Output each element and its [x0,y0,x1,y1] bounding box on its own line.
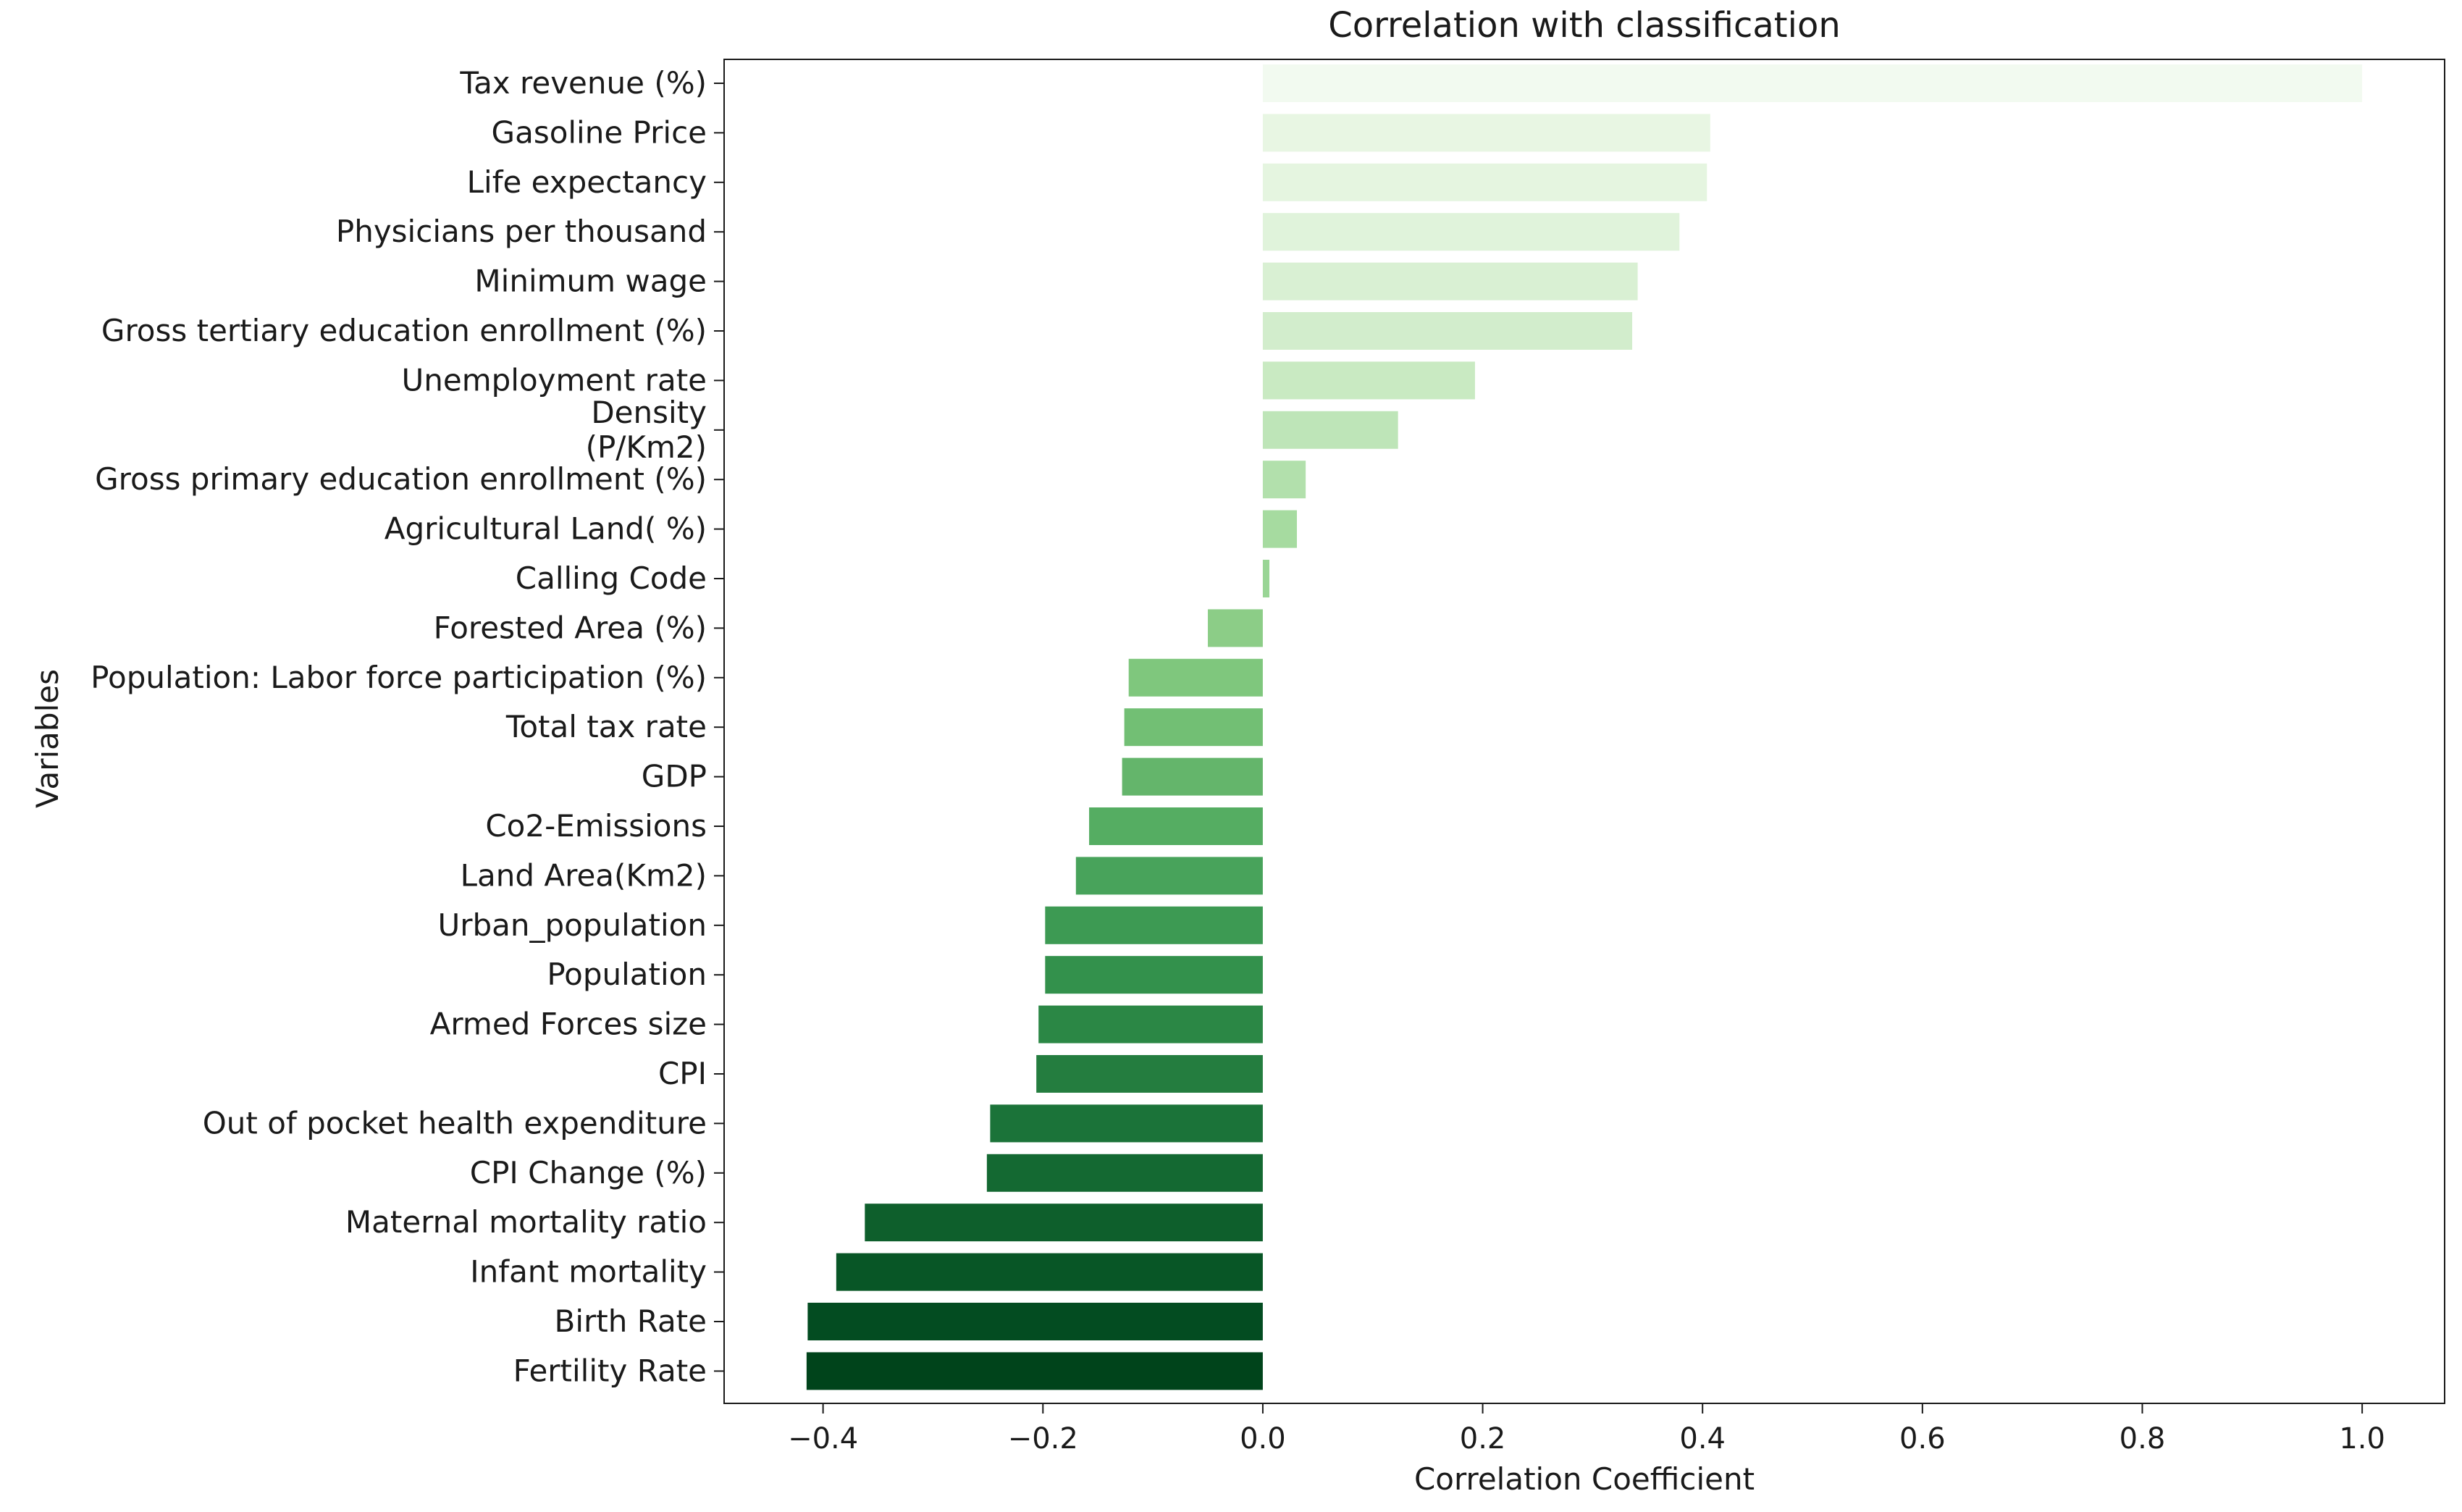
y-tick-label-population-labor-force-participation: Population: Labor force participation (%… [91,660,707,695]
bar-population [1045,956,1263,994]
bar-gross-tertiary-education-enrollment [1262,312,1633,350]
y-tick-label-infant-mortality: Infant mortality [470,1254,707,1290]
x-tick-label: 0.4 [1679,1422,1726,1456]
bar-population-labor-force-participation [1128,658,1263,697]
bar-minimum-wage [1262,262,1638,301]
x-tick-label: −0.4 [788,1422,858,1456]
bar-gross-primary-education-enrollment [1262,461,1306,499]
y-tick-labels: Tax revenue (%) Gasoline Price Life expect… [91,65,724,1388]
x-tick-label: 0.6 [1899,1422,1946,1456]
y-tick-label-calling-code: Calling Code [516,560,707,596]
y-tick-label-density-p-km2: Density (P/Km2) [586,395,707,465]
bar-armed-forces-size [1038,1005,1263,1043]
y-tick-label-forested-area: Forested Area (%) [434,610,707,645]
bar-infant-mortality [836,1253,1263,1291]
bar-agricultural-land [1262,510,1297,548]
x-tick-label: 1.0 [2339,1422,2385,1456]
bar-gdp [1122,757,1263,796]
bar-calling-code [1262,560,1270,597]
y-tick-label-armed-forces-size: Armed Forces size [430,1007,707,1042]
bar-co2-emissions [1089,807,1263,845]
bars-group [806,64,2363,1390]
bar-unemployment-rate [1262,361,1475,400]
bar-forested-area [1208,609,1263,647]
bar-cpi-change [986,1154,1263,1192]
x-tick-label: 0.2 [1460,1422,1506,1456]
y-tick-label-gross-primary-education-enrollment: Gross primary education enrollment (%) [95,461,707,497]
y-tick-label-maternal-mortality-ratio: Maternal mortality ratio [345,1204,707,1240]
y-tick-label-total-tax-rate: Total tax rate [505,709,707,744]
bar-maternal-mortality-ratio [865,1204,1263,1242]
x-axis-label: Correlation Coefficient [1414,1461,1755,1497]
y-tick-label-physicians-per-thousand: Physicians per thousand [336,214,707,249]
bar-cpi [1036,1055,1263,1093]
x-tick-label: 0.8 [2119,1422,2166,1456]
y-tick-label-co2-emissions: Co2-Emissions [485,808,707,844]
y-tick-label-land-area-km2: Land Area(Km2) [461,857,707,893]
bar-out-of-pocket-health-expenditure [990,1104,1263,1143]
y-tick-label-out-of-pocket-health-expenditure: Out of pocket health expenditure [203,1105,707,1141]
y-tick-label-tax-revenue: Tax revenue (%) [459,65,707,101]
bar-tax-revenue [1262,64,2363,102]
bar-physicians-per-thousand [1262,213,1680,251]
y-tick-label-unemployment-rate: Unemployment rate [402,362,707,398]
bar-total-tax-rate [1124,708,1263,747]
y-axis-label: Variables [30,669,65,808]
x-ticks: −0.4 −0.2 0.0 0.2 0.4 0.6 0.8 1.0 [788,1403,2385,1456]
y-tick-label-gross-tertiary-education-enrollment: Gross tertiary education enrollment (%) [101,313,707,348]
bar-urban-population [1045,906,1263,944]
bar-land-area-km2 [1075,857,1263,895]
y-tick-label-cpi: CPI [658,1056,707,1091]
y-tick-label-population: Population [547,957,707,992]
bar-fertility-rate [806,1352,1263,1390]
chart-title: Correlation with classification [1328,5,1841,46]
y-tick-label-gasoline-price: Gasoline Price [492,114,707,150]
y-tick-label-agricultural-land: Agricultural Land( %) [385,511,707,547]
axes-frame [723,59,2445,1404]
y-tick-label-cpi-change: CPI Change (%) [470,1155,707,1190]
x-tick-label: −0.2 [1008,1422,1078,1456]
y-tick-label-gdp: GDP [642,759,707,794]
bar-gasoline-price [1262,114,1710,152]
x-tick-label: 0.0 [1240,1422,1286,1456]
bar-density-p-km2 [1262,411,1398,449]
y-tick-label-minimum-wage: Minimum wage [474,264,707,299]
y-tick-label-urban-population: Urban_population [437,907,707,943]
y-tick-label-birth-rate: Birth Rate [555,1303,707,1339]
y-tick-label-fertility-rate: Fertility Rate [513,1353,707,1388]
bar-life-expectancy [1262,163,1707,201]
y-tick-label-life-expectancy: Life expectancy [467,164,707,200]
bar-birth-rate [807,1303,1263,1340]
